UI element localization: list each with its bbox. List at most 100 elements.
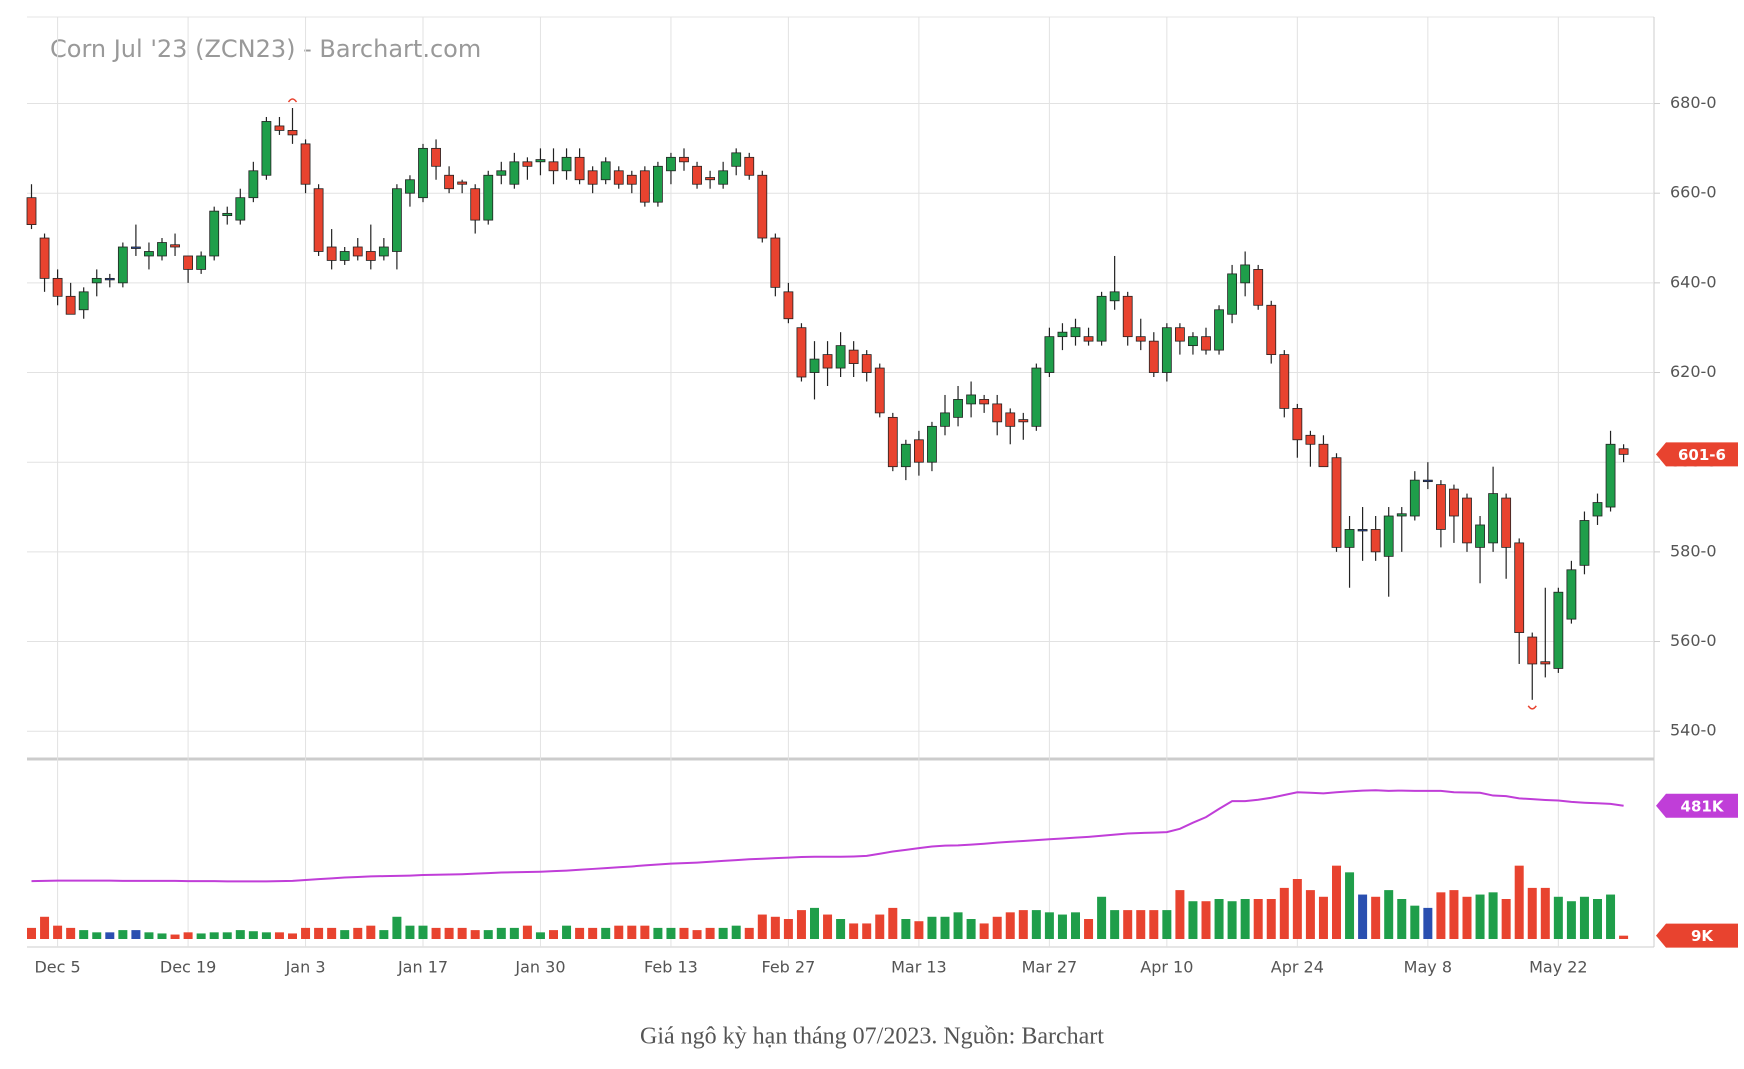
volume-bar: [1057, 914, 1067, 939]
volume-bar: [418, 925, 428, 939]
candle-body: [222, 212, 233, 217]
candle-body: [587, 170, 598, 185]
volume-bar: [1240, 899, 1250, 939]
candle-body: [522, 161, 533, 167]
candle-body: [1344, 529, 1355, 548]
volume-bar: [40, 916, 50, 939]
caption: Giá ngô kỳ hạn tháng 07/2023. Nguồn: Bar…: [640, 1024, 1104, 1050]
volume-bar: [1318, 896, 1328, 939]
candle-body: [1266, 304, 1277, 355]
candle-body: [418, 147, 428, 199]
x-tick-label: Jan 30: [514, 958, 565, 977]
x-tick-label: Feb 13: [644, 958, 698, 977]
candle-body: [731, 152, 742, 167]
candle-body: [1279, 354, 1290, 409]
candle-body: [874, 367, 885, 414]
volume-bar: [535, 932, 545, 939]
volume-bar: [1462, 896, 1472, 939]
candle-body: [679, 156, 689, 163]
candle-body: [1201, 336, 1211, 351]
candle-body: [444, 174, 455, 190]
volume-bar: [1005, 912, 1015, 939]
candle-body: [39, 237, 50, 279]
candle-body: [887, 416, 898, 468]
candle-body: [770, 237, 781, 288]
candle-body: [1161, 327, 1172, 373]
candle-body: [300, 143, 311, 185]
volume-bar: [235, 930, 245, 939]
candle-body: [861, 354, 872, 373]
candle-body: [1383, 515, 1394, 557]
volume-bar: [796, 910, 806, 939]
volume-bar: [601, 927, 611, 939]
volume-bar: [640, 925, 650, 939]
volume-bar: [1606, 894, 1616, 939]
volume-bar: [1175, 890, 1185, 939]
volume-bar: [470, 930, 480, 939]
candle-body: [666, 156, 676, 172]
candle-body: [1122, 295, 1133, 338]
volume-bar: [1345, 872, 1355, 939]
candle-body: [1475, 524, 1485, 548]
candle-body: [992, 403, 1003, 423]
volume-bar: [314, 927, 324, 939]
candle-body: [1449, 488, 1459, 517]
volume-bar: [1084, 919, 1094, 939]
price-tag-label: 481K: [1681, 797, 1725, 815]
volume-bar: [718, 927, 728, 939]
volume-bar: [1162, 910, 1172, 939]
volume-bar: [392, 916, 402, 939]
volume-bar: [1227, 901, 1237, 939]
volume-bar: [979, 923, 989, 939]
volume-bar: [1332, 865, 1341, 939]
candle-body: [78, 291, 89, 311]
candle-body: [1331, 457, 1342, 548]
volume-bar: [875, 914, 885, 939]
candle-body: [1070, 327, 1081, 338]
candle-body: [1501, 497, 1512, 548]
candle-body: [705, 177, 715, 181]
candle-body: [52, 277, 63, 297]
candle-body: [1044, 336, 1055, 373]
candle-body: [561, 156, 572, 172]
candle-body: [613, 170, 624, 185]
volume-bar: [653, 927, 663, 939]
candle-body: [1436, 484, 1446, 530]
candle-body: [1357, 529, 1368, 532]
volume-bar: [810, 907, 819, 939]
candle-body: [1175, 327, 1185, 342]
candle-body: [1488, 493, 1498, 544]
volume-bar: [1149, 910, 1159, 939]
candle-body: [287, 130, 298, 136]
price-tag-label: 9K: [1691, 927, 1714, 945]
candle-body: [470, 188, 481, 221]
candle-body: [1592, 502, 1603, 517]
volume-bar: [444, 927, 454, 939]
y-tick-label: 540-0: [1670, 721, 1717, 740]
candle-body: [1292, 407, 1303, 441]
candle-body: [1579, 520, 1590, 566]
candle-body: [744, 156, 755, 176]
candle-body: [1396, 513, 1407, 517]
volume-bar: [509, 927, 519, 939]
volume-bar: [1449, 890, 1459, 939]
candle-body: [1318, 443, 1329, 468]
volume-bar: [992, 916, 1002, 939]
volume-bar: [1475, 894, 1485, 939]
candle-body: [600, 161, 611, 181]
candle-body: [718, 170, 729, 185]
candle-body: [378, 246, 389, 257]
candle-body: [796, 327, 807, 378]
candle-body: [1305, 434, 1316, 445]
volume-bar: [1123, 910, 1133, 939]
volume-bar: [770, 916, 780, 939]
volume-bar: [744, 927, 754, 939]
x-tick-label: Apr 24: [1271, 958, 1324, 977]
volume-bar: [783, 919, 793, 939]
candle-body: [509, 161, 520, 185]
candle-body: [235, 197, 246, 221]
volume-bar: [1201, 901, 1211, 939]
volume-bar: [575, 927, 585, 939]
volume-bar: [588, 927, 598, 939]
volume-bar: [1279, 887, 1289, 939]
